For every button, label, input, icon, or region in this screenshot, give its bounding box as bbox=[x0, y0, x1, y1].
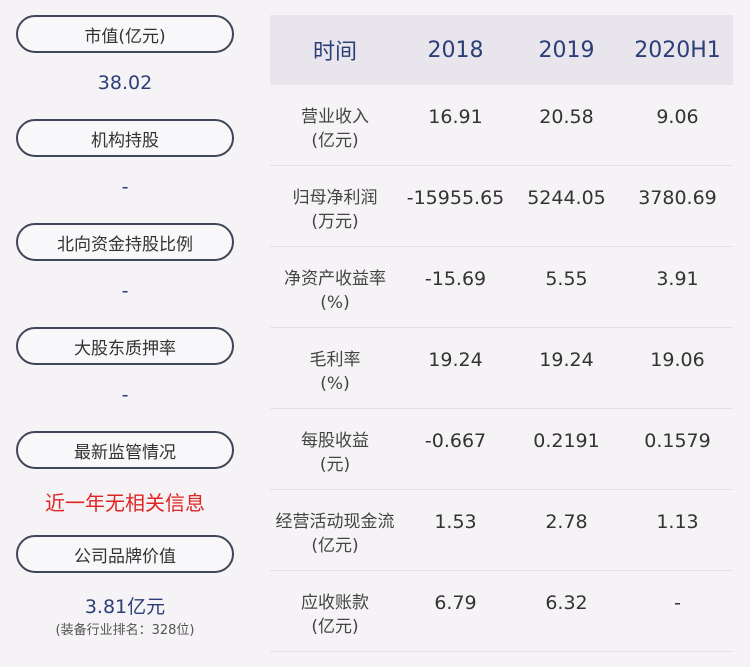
institution-holding-label: 机构持股 bbox=[16, 119, 234, 157]
metric-unit: (%) bbox=[320, 293, 350, 313]
table-cell: 5244.05 bbox=[527, 187, 606, 209]
table-cell: 20.58 bbox=[539, 106, 594, 128]
table-cell: 0.2191 bbox=[533, 430, 600, 452]
table-row: 归母净利润 (万元) -15955.65 5244.05 3780.69 bbox=[270, 166, 733, 247]
table-cell: -15955.65 bbox=[406, 187, 505, 209]
table-cell: 6.79 bbox=[434, 592, 477, 614]
table-cell: -0.667 bbox=[424, 430, 487, 452]
metric-unit: (亿元) bbox=[311, 131, 359, 151]
metric-unit: (元) bbox=[319, 455, 351, 475]
table-cell: 16.91 bbox=[428, 106, 483, 128]
table-row: 毛利率 (%) 19.24 19.24 19.06 bbox=[270, 328, 733, 409]
row-label: 每股收益 (元) bbox=[270, 409, 400, 477]
table-cell: 1.13 bbox=[656, 511, 699, 533]
metric-name: 毛利率 bbox=[309, 350, 361, 370]
table-cell: 9.06 bbox=[656, 106, 699, 128]
northbound-ratio-label: 北向资金持股比例 bbox=[16, 223, 234, 261]
table-cell: 19.06 bbox=[650, 349, 705, 371]
table-cell: 3780.69 bbox=[638, 187, 717, 209]
metric-name: 经营活动现金流 bbox=[275, 512, 395, 532]
metric-unit: (万元) bbox=[311, 212, 359, 232]
table-row: 经营活动现金流 (亿元) 1.53 2.78 1.13 bbox=[270, 490, 733, 571]
table-cell: 3.91 bbox=[656, 268, 699, 290]
metric-unit: (亿元) bbox=[311, 617, 359, 637]
table-row: 净资产收益率 (%) -15.69 5.55 3.91 bbox=[270, 247, 733, 328]
header-year: 2019 bbox=[538, 37, 595, 63]
institution-holding-value: - bbox=[121, 176, 129, 198]
row-label: 营业收入 (亿元) bbox=[270, 85, 400, 153]
row-label: 经营活动现金流 (亿元) bbox=[270, 490, 400, 558]
metric-name: 每股收益 bbox=[301, 431, 369, 451]
header-year: 2020H1 bbox=[634, 37, 721, 63]
table-row: 应收账款 (亿元) 6.79 6.32 - bbox=[270, 571, 733, 652]
row-label: 应收账款 (亿元) bbox=[270, 571, 400, 639]
table-cell: -15.69 bbox=[424, 268, 487, 290]
metric-unit: (亿元) bbox=[311, 536, 359, 556]
table-row: 营业收入 (亿元) 16.91 20.58 9.06 bbox=[270, 85, 733, 166]
table-cell: 19.24 bbox=[539, 349, 594, 371]
market-cap-label: 市值(亿元) bbox=[16, 15, 234, 53]
metric-name: 归母净利润 bbox=[292, 188, 378, 208]
row-label: 归母净利润 (万元) bbox=[270, 166, 400, 234]
table-cell: 2.78 bbox=[545, 511, 588, 533]
table-cell: - bbox=[674, 592, 681, 614]
northbound-ratio-value: - bbox=[121, 280, 129, 302]
regulatory-status-label: 最新监管情况 bbox=[16, 431, 234, 469]
market-cap-value: 38.02 bbox=[97, 72, 153, 94]
regulatory-status-value: 近一年无相关信息 bbox=[45, 491, 205, 515]
financial-table: 时间 2018 2019 2020H1 营业收入 (亿元) 16.91 20.5… bbox=[270, 15, 733, 652]
pledge-rate-label: 大股东质押率 bbox=[16, 327, 234, 365]
indicator-panel: 市值(亿元) 38.02 机构持股 - 北向资金持股比例 - 大股东质押率 - … bbox=[16, 0, 234, 667]
metric-unit: (%) bbox=[320, 374, 350, 394]
brand-value-label: 公司品牌价值 bbox=[16, 535, 234, 573]
table-cell: 1.53 bbox=[434, 511, 477, 533]
table-cell: 6.32 bbox=[545, 592, 588, 614]
table-cell: 5.55 bbox=[545, 268, 588, 290]
row-label: 毛利率 (%) bbox=[270, 328, 400, 396]
metric-name: 应收账款 bbox=[301, 593, 369, 613]
table-cell: 19.24 bbox=[428, 349, 483, 371]
row-label: 净资产收益率 (%) bbox=[270, 247, 400, 315]
table-cell: 0.1579 bbox=[644, 430, 711, 452]
header-time: 时间 bbox=[312, 40, 357, 65]
header-year: 2018 bbox=[427, 37, 484, 63]
table-header: 时间 2018 2019 2020H1 bbox=[270, 15, 733, 85]
table-row: 每股收益 (元) -0.667 0.2191 0.1579 bbox=[270, 409, 733, 490]
metric-name: 净资产收益率 bbox=[284, 269, 386, 289]
brand-value: 3.81亿元 bbox=[84, 596, 166, 618]
brand-rank: (装备行业排名：328位) bbox=[55, 623, 195, 638]
pledge-rate-value: - bbox=[121, 384, 129, 406]
metric-name: 营业收入 bbox=[301, 107, 369, 127]
